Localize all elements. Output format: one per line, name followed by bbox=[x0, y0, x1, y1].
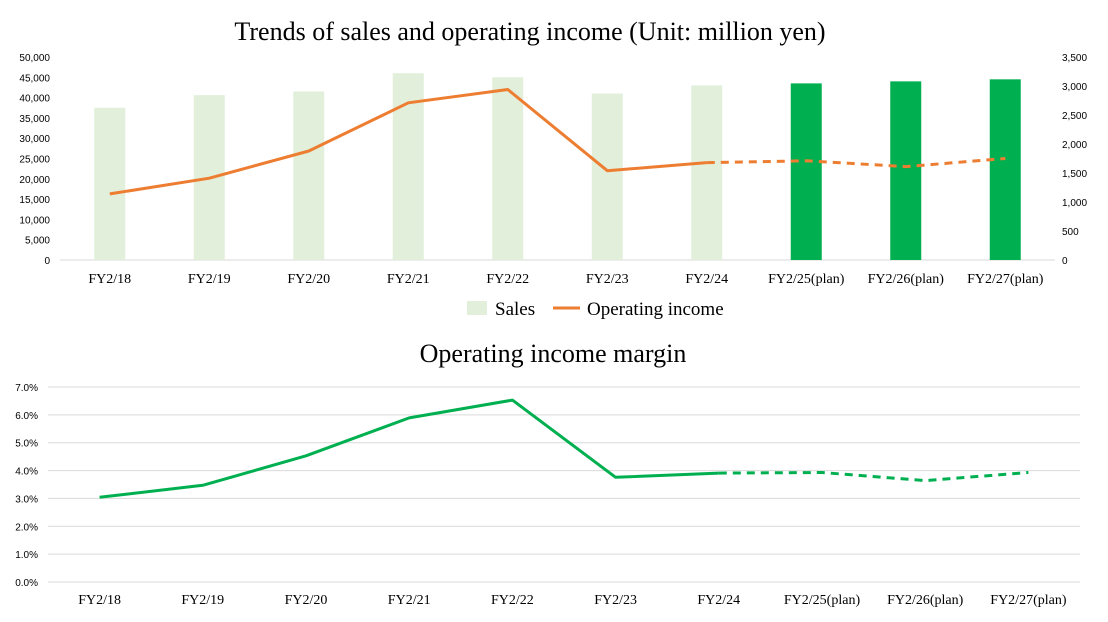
x-axis-tick: FY2/19 bbox=[181, 593, 224, 608]
sales-bar bbox=[293, 91, 325, 260]
left-axis-tick: 50,000 bbox=[19, 53, 50, 64]
left-axis-tick: 40,000 bbox=[19, 94, 50, 105]
x-axis-tick: FY2/27(plan) bbox=[967, 272, 1044, 287]
left-axis-tick: 25,000 bbox=[19, 155, 50, 166]
legend-sales-swatch bbox=[467, 301, 487, 315]
chart1-right-axis: 0 500 1,000 1,500 2,000 2,500 3,000 3,500 bbox=[1062, 53, 1087, 267]
sales-bar bbox=[790, 83, 822, 260]
right-axis-tick: 3,500 bbox=[1062, 53, 1087, 64]
y-axis-tick: 5.0% bbox=[15, 439, 38, 450]
chart2-x-axis: FY2/18 FY2/19 FY2/20 FY2/21 FY2/22 FY2/23 FY2/… bbox=[78, 593, 1067, 608]
income-line-plan bbox=[706, 157, 1006, 169]
margin-line-actual bbox=[99, 398, 719, 499]
y-axis-tick: 2.0% bbox=[15, 522, 38, 533]
margin-line-plan bbox=[718, 471, 1029, 483]
y-axis-tick: 7.0% bbox=[15, 383, 38, 394]
y-axis-tick: 1.0% bbox=[15, 550, 38, 561]
left-axis-tick: 45,000 bbox=[19, 73, 50, 84]
right-axis-tick: 500 bbox=[1062, 227, 1079, 238]
x-axis-tick: FY2/21 bbox=[388, 593, 431, 608]
y-axis-tick: 6.0% bbox=[15, 411, 38, 422]
x-axis-tick: FY2/18 bbox=[78, 593, 121, 608]
sales-bar bbox=[591, 93, 623, 260]
y-axis-tick: 3.0% bbox=[15, 494, 38, 505]
legend-sales-label: Sales bbox=[495, 299, 535, 320]
x-axis-tick: FY2/24 bbox=[685, 272, 728, 287]
chart2-title: Operating income margin bbox=[420, 339, 687, 368]
y-axis-tick: 4.0% bbox=[15, 467, 38, 478]
x-axis-tick: FY2/18 bbox=[88, 272, 131, 287]
legend-income-label: Operating income bbox=[587, 299, 724, 320]
left-axis-tick: 15,000 bbox=[19, 195, 50, 206]
chart2-y-axis: 0.0% 1.0% 2.0% 3.0% 4.0% 5.0% 6.0% 7.0% bbox=[15, 383, 38, 589]
chart2-margin-line bbox=[99, 398, 1029, 499]
sales-bar bbox=[890, 81, 922, 260]
sales-bar bbox=[492, 77, 524, 260]
chart1-left-axis: 0 5,000 10,000 15,000 20,000 25,000 30,000 35,0… bbox=[19, 53, 50, 267]
left-axis-tick: 5,000 bbox=[25, 236, 50, 247]
right-axis-tick: 1,000 bbox=[1062, 198, 1087, 209]
x-axis-tick: FY2/22 bbox=[486, 272, 529, 287]
chart1-x-axis: FY2/18 FY2/19 FY2/20 FY2/21 FY2/22 FY2/23 FY2/… bbox=[88, 272, 1043, 287]
x-axis-tick: FY2/20 bbox=[285, 593, 328, 608]
sales-bar bbox=[989, 79, 1021, 260]
right-axis-tick: 0 bbox=[1062, 256, 1068, 267]
sales-bar bbox=[94, 107, 126, 260]
x-axis-tick: FY2/25(plan) bbox=[768, 272, 845, 287]
x-axis-tick: FY2/24 bbox=[697, 593, 740, 608]
chart1-income-line bbox=[109, 88, 1006, 196]
chart2-gridlines bbox=[48, 386, 1080, 583]
x-axis-tick: FY2/27(plan) bbox=[990, 593, 1067, 608]
left-axis-tick: 0 bbox=[44, 256, 50, 267]
x-axis-tick: FY2/23 bbox=[594, 593, 637, 608]
y-axis-tick: 0.0% bbox=[15, 578, 38, 589]
margin-chart: Operating income margin 0.0% 1.0% 2.0% 3.0%… bbox=[15, 339, 1080, 608]
chart1-legend: Sales Operating income bbox=[467, 299, 724, 320]
left-axis-tick: 30,000 bbox=[19, 134, 50, 145]
x-axis-tick: FY2/20 bbox=[287, 272, 330, 287]
x-axis-tick: FY2/26(plan) bbox=[868, 272, 945, 287]
income-line-actual bbox=[109, 88, 707, 196]
sales-income-chart: Trends of sales and operating income (Un… bbox=[19, 17, 1087, 320]
x-axis-tick: FY2/19 bbox=[188, 272, 231, 287]
left-axis-tick: 10,000 bbox=[19, 215, 50, 226]
right-axis-tick: 2,000 bbox=[1062, 140, 1087, 151]
x-axis-tick: FY2/25(plan) bbox=[784, 593, 861, 608]
right-axis-tick: 2,500 bbox=[1062, 111, 1087, 122]
left-axis-tick: 35,000 bbox=[19, 114, 50, 125]
right-axis-tick: 1,500 bbox=[1062, 169, 1087, 180]
right-axis-tick: 3,000 bbox=[1062, 82, 1087, 93]
x-axis-tick: FY2/21 bbox=[387, 272, 430, 287]
left-axis-tick: 20,000 bbox=[19, 175, 50, 186]
x-axis-tick: FY2/26(plan) bbox=[887, 593, 964, 608]
sales-bar bbox=[691, 85, 723, 260]
x-axis-tick: FY2/23 bbox=[586, 272, 629, 287]
chart1-title: Trends of sales and operating income (Un… bbox=[234, 17, 825, 46]
x-axis-tick: FY2/22 bbox=[491, 593, 534, 608]
